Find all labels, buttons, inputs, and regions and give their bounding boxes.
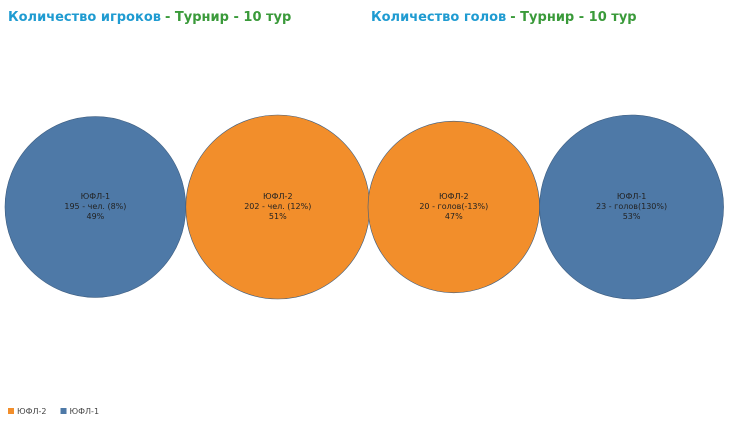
bubble-value-label: 195 - чел. (8%) [64, 202, 126, 211]
title-main: Количество игроков [8, 10, 161, 25]
bubble-category: ЮФЛ-1 [617, 192, 647, 201]
legend-swatch [60, 408, 67, 414]
bubble-value-label: 202 - чел. (12%) [244, 202, 311, 211]
bubble-value-label: 23 - голов(130%) [596, 202, 667, 211]
chart-title: Количество игроков - Турнир - 10 тур [8, 10, 291, 25]
title-suffix: - Турнир - 10 тур [165, 10, 291, 25]
bubble-value-label: 20 - голов(-13%) [419, 202, 488, 211]
title-suffix: - Турнир - 10 тур [510, 10, 636, 25]
legend-swatch [8, 408, 14, 414]
title-main: Количество голов [371, 10, 506, 25]
chart-title: Количество голов - Турнир - 10 тур [371, 10, 637, 25]
bubble-category: ЮФЛ-1 [81, 192, 111, 201]
bubble-category: ЮФЛ-2 [439, 192, 469, 201]
bubble-share-label: 47% [445, 212, 463, 221]
bubble-share-label: 51% [269, 212, 287, 221]
bubble-share-label: 53% [623, 212, 641, 221]
legend-label: ЮФЛ-2 [17, 407, 47, 416]
bubble-category: ЮФЛ-2 [263, 192, 293, 201]
bubble-share-label: 49% [87, 212, 105, 221]
bubble [539, 114, 724, 300]
legend-label: ЮФЛ-1 [70, 407, 100, 416]
